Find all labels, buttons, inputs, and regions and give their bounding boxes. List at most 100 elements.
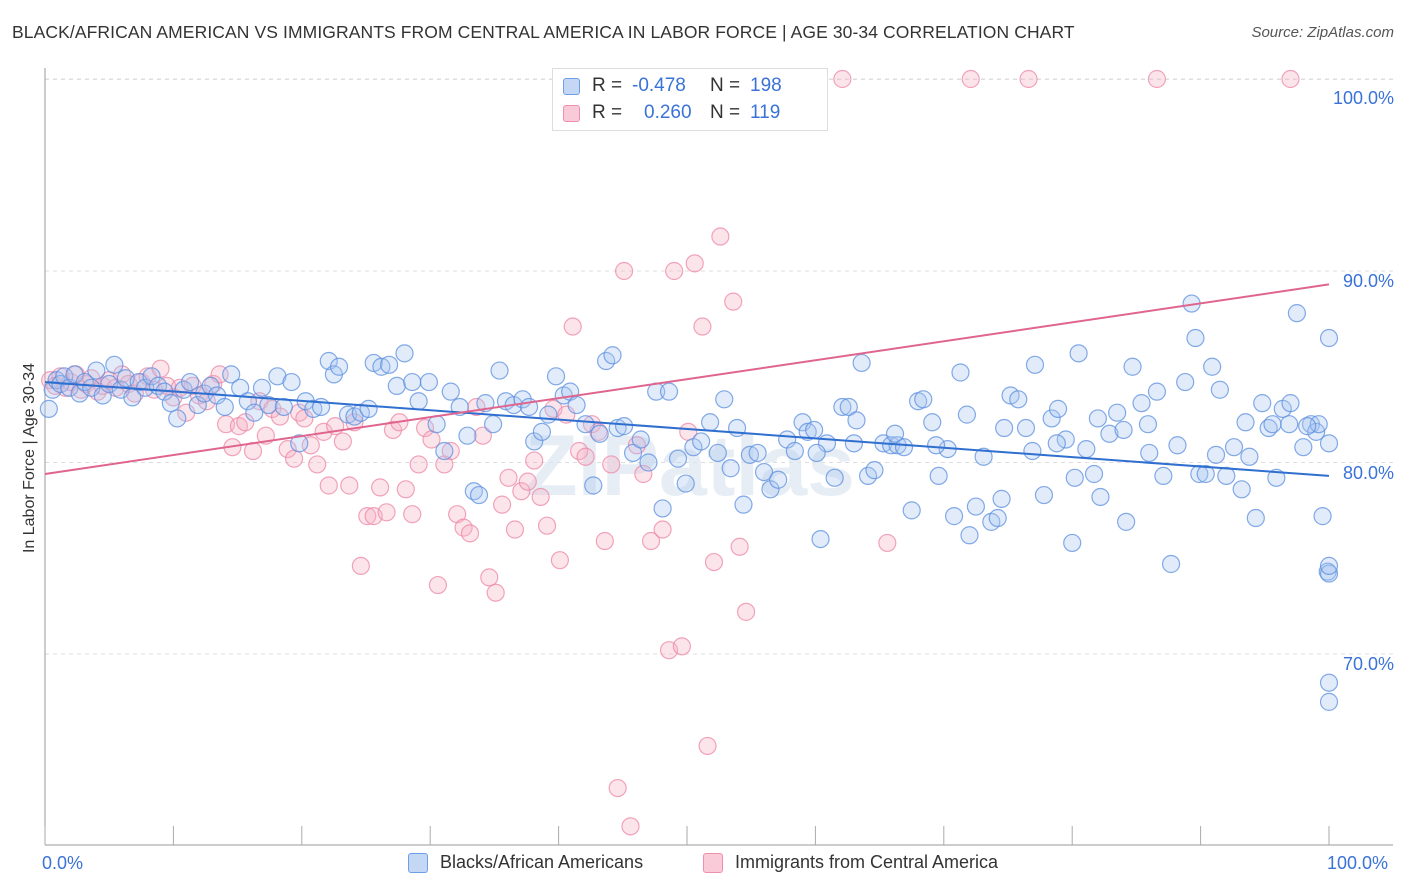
data-point xyxy=(1168,436,1187,455)
stats-legend: R = -0.478 N = 198 R = 0.260 N = 119 xyxy=(552,68,828,131)
data-point xyxy=(1091,487,1110,507)
data-point xyxy=(1319,692,1339,711)
data-point xyxy=(499,468,518,487)
data-point xyxy=(590,424,609,443)
data-point xyxy=(1117,512,1136,531)
data-point xyxy=(844,434,864,453)
legend-swatch-pink xyxy=(703,852,723,873)
legend-swatch-blue xyxy=(563,77,580,95)
data-point xyxy=(1240,447,1259,466)
data-point xyxy=(595,531,614,551)
data-point xyxy=(1084,464,1104,484)
data-point xyxy=(1056,430,1075,449)
x-tick-label: 0.0% xyxy=(42,853,84,873)
data-point xyxy=(340,476,359,495)
data-point xyxy=(634,464,653,484)
data-point xyxy=(951,363,970,382)
data-point xyxy=(301,436,320,455)
data-point xyxy=(693,317,712,336)
data-point xyxy=(708,443,727,463)
data-point xyxy=(1023,441,1042,461)
data-point xyxy=(639,453,658,472)
n-value: 119 xyxy=(750,102,781,123)
data-point xyxy=(576,415,595,434)
data-point xyxy=(995,418,1014,438)
data-point xyxy=(525,432,544,451)
x-tick-label: 100.0% xyxy=(1327,853,1389,873)
data-point xyxy=(505,520,525,539)
data-point xyxy=(1176,372,1195,392)
y-tick-label: 100.0% xyxy=(1332,88,1394,108)
data-point xyxy=(1047,434,1066,453)
data-point xyxy=(692,432,711,451)
legend-label: Blacks/African Americans xyxy=(440,852,644,872)
data-point xyxy=(180,372,200,392)
data-point xyxy=(1203,357,1222,376)
data-point xyxy=(493,495,512,514)
data-point xyxy=(839,397,858,417)
data-point xyxy=(329,357,349,376)
data-point xyxy=(537,516,557,535)
data-point xyxy=(878,533,897,553)
data-point xyxy=(833,69,852,89)
data-point xyxy=(1281,394,1300,413)
data-point xyxy=(1077,439,1096,459)
data-point xyxy=(701,413,720,432)
data-point xyxy=(1108,403,1127,422)
legend-swatch-pink xyxy=(563,104,580,122)
data-point xyxy=(395,344,414,363)
data-point xyxy=(974,447,993,466)
data-point xyxy=(805,420,824,440)
data-point xyxy=(1048,399,1068,418)
data-point xyxy=(1236,413,1255,432)
data-point xyxy=(525,451,544,470)
data-point xyxy=(944,507,964,526)
data-point xyxy=(957,405,977,424)
data-point xyxy=(480,568,499,587)
data-point xyxy=(359,399,378,418)
data-point xyxy=(608,778,627,798)
data-point xyxy=(458,426,477,445)
data-point xyxy=(1298,417,1317,436)
data-point xyxy=(852,353,871,373)
data-point xyxy=(1140,443,1159,463)
legend-item-immigrants: Immigrants from Central America xyxy=(703,852,998,873)
data-point xyxy=(960,526,979,545)
data-point xyxy=(885,424,905,443)
data-point xyxy=(1088,409,1107,428)
data-point xyxy=(668,449,688,468)
data-point xyxy=(1232,480,1251,499)
data-point xyxy=(415,418,435,438)
data-point xyxy=(39,399,58,418)
data-point xyxy=(259,395,278,415)
legend-label: Immigrants from Central America xyxy=(735,852,999,872)
data-point xyxy=(653,520,672,539)
y-tick-label: 70.0% xyxy=(1342,654,1394,674)
data-point xyxy=(427,415,446,434)
data-point xyxy=(653,499,672,518)
data-point xyxy=(659,382,679,401)
data-point xyxy=(1294,438,1313,457)
data-point xyxy=(396,480,415,499)
data-point xyxy=(486,583,505,602)
data-point xyxy=(567,395,586,415)
data-point xyxy=(576,447,595,466)
data-point xyxy=(1114,420,1133,440)
data-point xyxy=(1246,508,1265,528)
stats-row-blacks: R = -0.478 N = 198 xyxy=(563,74,782,98)
series-legend: Blacks/African Americans Immigrants from… xyxy=(0,852,1406,878)
data-point xyxy=(847,411,866,430)
trend-line-immigrants xyxy=(44,283,1330,475)
r-value: -0.478 xyxy=(632,75,686,96)
data-point xyxy=(1063,533,1082,553)
data-point xyxy=(754,462,774,482)
data-point xyxy=(1280,415,1299,434)
data-point xyxy=(1016,418,1036,438)
data-point xyxy=(161,394,180,413)
data-point xyxy=(333,432,352,451)
data-point xyxy=(531,487,550,507)
chart-title: BLACK/AFRICAN AMERICAN VS IMMIGRANTS FRO… xyxy=(12,22,1075,42)
data-point xyxy=(1287,304,1307,323)
data-point xyxy=(711,227,730,246)
